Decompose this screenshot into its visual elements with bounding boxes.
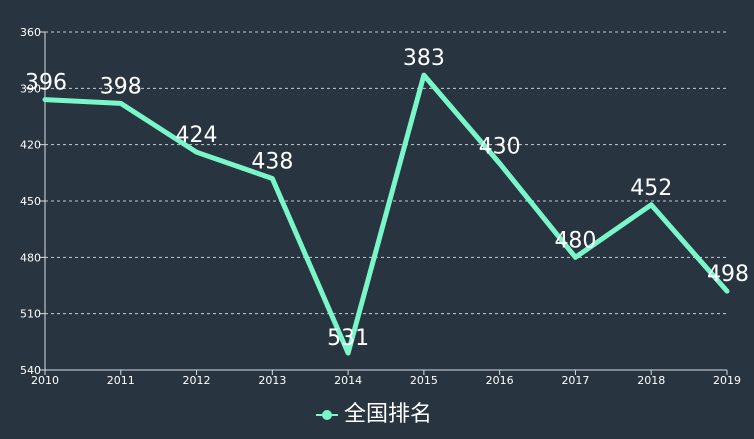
data-label: 452 [630,176,672,201]
x-tick-label: 2017 [561,374,589,387]
x-tick-label: 2016 [486,374,514,387]
x-tick-label: 2012 [183,374,211,387]
series-layer [42,72,730,356]
data-label: 531 [327,326,369,351]
x-tick-label: 2015 [410,374,438,387]
x-tick-label: 2014 [334,374,362,387]
y-tick-label: 360 [20,26,41,39]
data-label: 383 [403,46,445,71]
y-tick-label: 390 [20,82,41,95]
x-tick-label: 2013 [258,374,286,387]
y-tick-label: 480 [20,251,41,264]
y-tick-label: 450 [20,195,41,208]
data-label: 480 [554,228,596,253]
grid-layer [45,31,727,315]
data-label: 430 [479,134,521,159]
legend-line-icon [316,408,338,422]
y-tick-label: 540 [20,364,41,377]
x-tick-label: 2019 [713,374,741,387]
data-label: 398 [100,74,142,99]
data-label: 396 [25,71,67,96]
x-tick-label: 2010 [31,374,59,387]
x-tick-label: 2018 [637,374,665,387]
legend-label: 全国排名 [344,402,433,427]
y-tick-label: 420 [20,139,41,152]
y-tick-label: 510 [20,308,41,321]
data-label: 498 [707,262,749,287]
data-label-layer: 396 398 424 438 531 383 430 480 452 498 [25,46,749,351]
legend[interactable]: 全国排名 [316,400,432,430]
data-label: 424 [176,123,218,148]
legend-dot [322,410,332,420]
x-tick-label: 2011 [107,374,135,387]
series-line [42,72,730,356]
data-label: 438 [251,149,293,174]
